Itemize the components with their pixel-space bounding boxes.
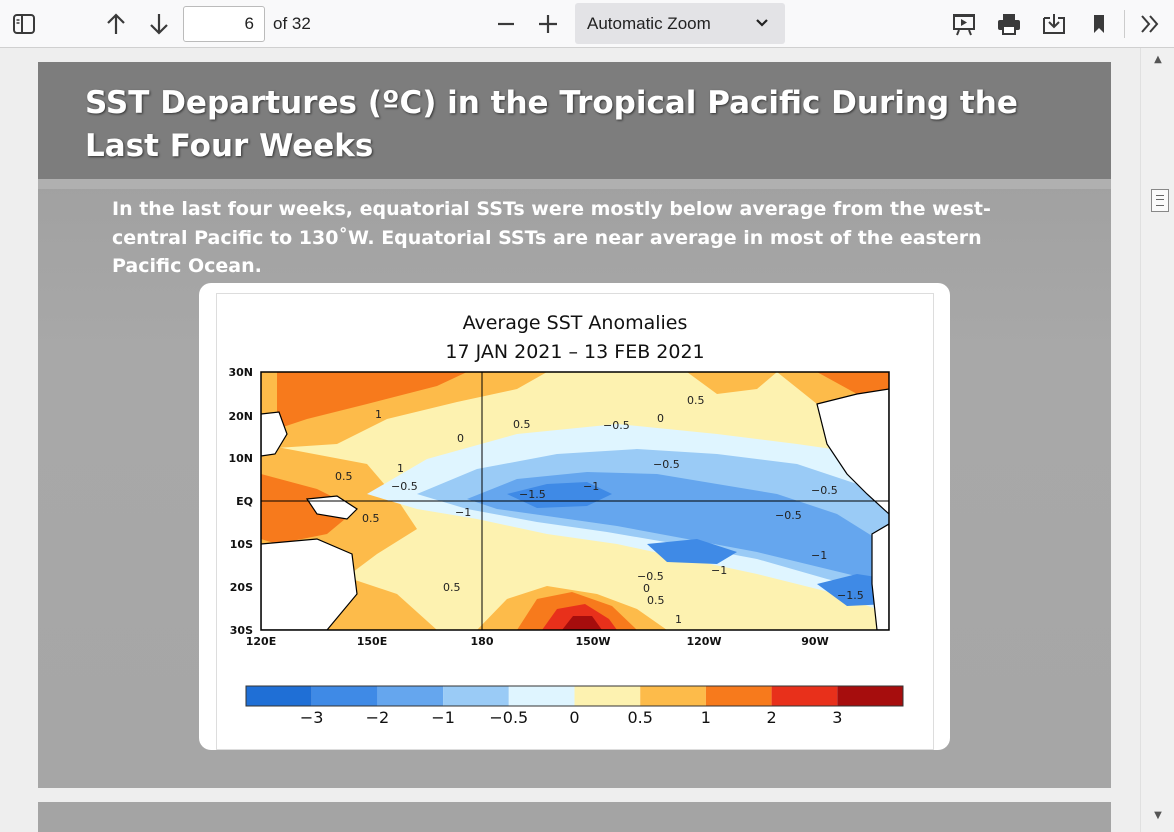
colorbar-label: 0.5 xyxy=(627,708,652,727)
figure-frame: Average SST Anomalies 17 JAN 2021 – 13 F… xyxy=(199,283,950,750)
colorbar-swatch xyxy=(705,686,772,706)
contour-label: −0.5 xyxy=(391,480,418,493)
sst-anomaly-figure: Average SST Anomalies 17 JAN 2021 – 13 F… xyxy=(216,293,934,750)
contour-label: −0.5 xyxy=(637,570,664,583)
colorbar-label: −3 xyxy=(300,708,324,727)
lat-label: 30N xyxy=(228,366,253,379)
slide-body-text: In the last four weeks, equatorial SSTs … xyxy=(112,198,991,277)
lon-label: 120E xyxy=(246,635,276,648)
colorbar-swatch xyxy=(377,686,444,706)
colorbar-swatch xyxy=(246,686,312,706)
contour-label: 0.5 xyxy=(687,394,705,407)
sst-anomaly-map: Average SST Anomalies 17 JAN 2021 – 13 F… xyxy=(228,312,904,727)
colorbar-swatch xyxy=(443,686,509,706)
toolbar-divider xyxy=(1124,10,1125,38)
colorbar-swatch xyxy=(640,686,706,706)
scroll-down-icon[interactable]: ▼ xyxy=(1154,810,1162,821)
print-icon[interactable] xyxy=(993,8,1025,40)
contour-label: −0.5 xyxy=(603,419,630,432)
contour-label: 0 xyxy=(657,412,664,425)
colorbar-label: −1 xyxy=(431,708,455,727)
zoom-select-value: Automatic Zoom xyxy=(587,14,711,33)
download-icon[interactable] xyxy=(1038,8,1070,40)
contour-label: 0 xyxy=(457,432,464,445)
contour-label: 0.5 xyxy=(443,581,461,594)
colorbar-label: 1 xyxy=(701,708,711,727)
contour-label: −1 xyxy=(711,564,727,577)
contour-label: 1 xyxy=(675,613,682,626)
contour-label: 0.5 xyxy=(335,470,353,483)
lon-label: 180 xyxy=(471,635,494,648)
contour-label: −0.5 xyxy=(653,458,680,471)
lon-label: 120W xyxy=(686,635,721,648)
map-frame xyxy=(260,371,890,631)
contour-label: 0.5 xyxy=(513,418,531,431)
colorbar-label: 3 xyxy=(832,708,842,727)
slide-page: SST Departures (ºC) in the Tropical Paci… xyxy=(38,62,1111,788)
contour-label: 0.5 xyxy=(647,594,665,607)
colorbar-label: −0.5 xyxy=(489,708,528,727)
chevron-down-icon xyxy=(755,3,769,44)
lat-label: 20N xyxy=(228,410,253,423)
longitude-axis: 120E 150E 180 150W 120W 90W xyxy=(246,635,829,648)
zoom-in-button[interactable] xyxy=(532,8,564,40)
colorbar-swatch xyxy=(574,686,641,706)
slide-divider xyxy=(38,179,1111,189)
figure-date-range: 17 JAN 2021 – 13 FEB 2021 xyxy=(445,341,704,363)
contour-labels: 1 0.5 0 0.5 −0.5 0 0.5 −0.5 −1.5 −1 −1 −… xyxy=(335,394,864,626)
bookmark-icon[interactable] xyxy=(1083,8,1115,40)
contour-label: −0.5 xyxy=(811,484,838,497)
colorbar: −3 −2 −1 −0.5 0 0.5 1 2 3 xyxy=(245,685,904,727)
colorbar-swatch xyxy=(837,686,903,706)
colorbar-label: 2 xyxy=(767,708,777,727)
contour-label: 0.5 xyxy=(362,512,380,525)
contour-label: −1.5 xyxy=(837,589,864,602)
latitude-axis: 30N 20N 10N EQ 10S 20S 30S xyxy=(228,366,253,637)
presentation-mode-icon[interactable] xyxy=(948,8,980,40)
scroll-up-icon[interactable]: ▲ xyxy=(1154,54,1162,65)
lat-label: 10S xyxy=(230,538,253,551)
contour-label: 0 xyxy=(643,582,650,595)
contour-label: −1 xyxy=(811,549,827,562)
pdf-toolbar: 6 of 32 Automatic Zoom xyxy=(0,0,1174,48)
colorbar-swatch xyxy=(508,686,575,706)
contour-label: −1 xyxy=(583,480,599,493)
lat-label: EQ xyxy=(236,495,253,508)
page-count-label: of 32 xyxy=(273,14,311,33)
lon-label: 150W xyxy=(575,635,610,648)
scrollbar-thumb[interactable] xyxy=(1151,189,1169,212)
document-viewer[interactable]: SST Departures (ºC) in the Tropical Paci… xyxy=(0,48,1140,832)
colorbar-label: −2 xyxy=(366,708,390,727)
lon-label: 90W xyxy=(801,635,828,648)
zoom-out-button[interactable] xyxy=(490,8,522,40)
colorbar-swatch xyxy=(771,686,838,706)
lat-label: 30S xyxy=(230,624,253,637)
contour-label: 1 xyxy=(397,462,404,475)
next-slide-page xyxy=(38,802,1111,832)
page-number-input[interactable]: 6 xyxy=(183,6,265,42)
colorbar-label: 0 xyxy=(569,708,579,727)
contour-label: −0.5 xyxy=(775,509,802,522)
contour-label: −1.5 xyxy=(519,488,546,501)
lat-label: 20S xyxy=(230,581,253,594)
next-page-button[interactable] xyxy=(143,8,175,40)
more-tools-icon[interactable] xyxy=(1134,8,1166,40)
contour-label: −1 xyxy=(455,506,471,519)
slide-title: SST Departures (ºC) in the Tropical Paci… xyxy=(85,85,1018,164)
slide-header: SST Departures (ºC) in the Tropical Paci… xyxy=(38,62,1111,179)
figure-title: Average SST Anomalies xyxy=(463,312,688,334)
sidebar-toggle-icon[interactable] xyxy=(8,8,40,40)
colorbar-swatch xyxy=(311,686,378,706)
zoom-select[interactable]: Automatic Zoom xyxy=(575,3,785,44)
lon-label: 150E xyxy=(357,635,387,648)
vertical-scrollbar[interactable]: ▲ ▼ xyxy=(1140,48,1174,832)
previous-page-button[interactable] xyxy=(100,8,132,40)
contour-label: 1 xyxy=(375,408,382,421)
lat-label: 10N xyxy=(228,452,253,465)
